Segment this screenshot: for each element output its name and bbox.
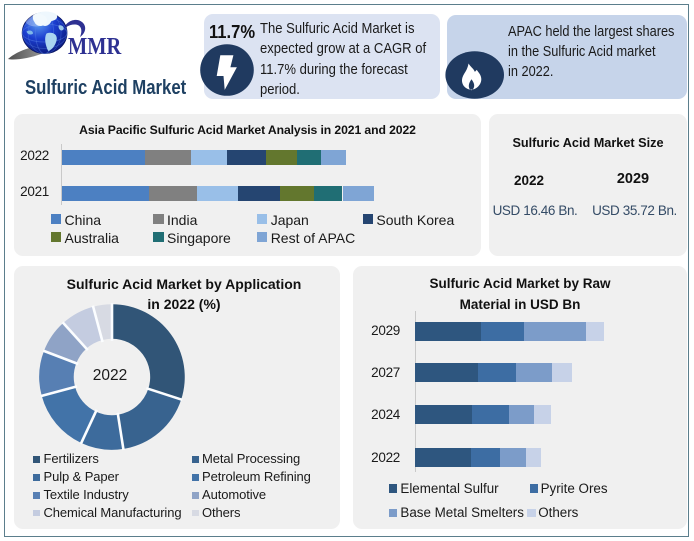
svg-text:MMR: MMR xyxy=(68,32,122,59)
